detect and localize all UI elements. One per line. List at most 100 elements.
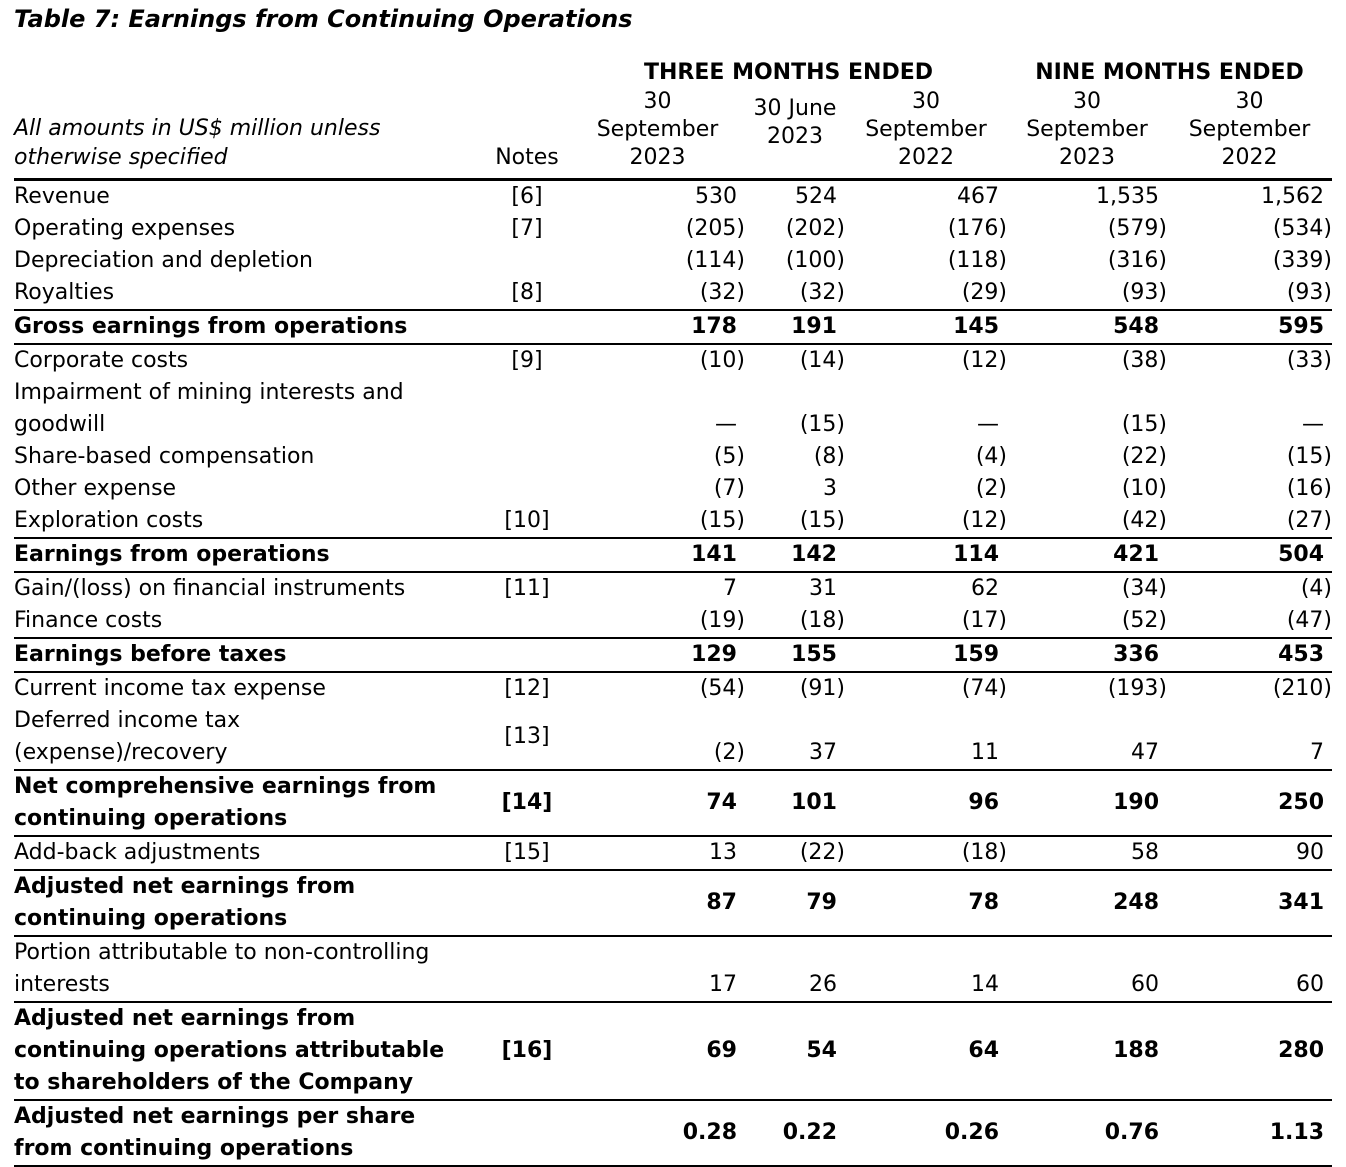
unit-note: All amounts in US$ million unless otherw… — [14, 88, 484, 181]
value: (10) — [699, 348, 745, 373]
value-cell: (29) — [845, 277, 1007, 310]
value: 524 — [795, 184, 837, 209]
row-label: Earnings from operations — [14, 537, 484, 573]
value: 421 — [1113, 542, 1160, 567]
value-cell: 114 — [845, 537, 1008, 573]
value: 504 — [1278, 542, 1325, 567]
value-cell: 96 — [845, 769, 1008, 837]
value-cell: — — [1167, 377, 1332, 441]
value: 74 — [706, 790, 737, 815]
value: 11 — [971, 740, 1000, 765]
value: 145 — [953, 314, 1000, 339]
table-row: Corporate costs [9] (10) (14) (12) (38) (33) — [14, 344, 1332, 377]
value-cell: (193) — [1007, 672, 1167, 705]
table-row: Other expense (7) 3 (2) (10) (16) — [14, 473, 1332, 505]
value: (74) — [961, 676, 1008, 701]
row-note: [7] — [511, 216, 543, 241]
value-cell: (118) — [845, 245, 1007, 277]
value-cell: (19) — [570, 605, 745, 638]
value-cell: 453 — [1167, 637, 1333, 673]
value-cell: (8) — [745, 441, 845, 473]
value-cell: — — [570, 377, 745, 441]
row-note — [484, 605, 570, 638]
three-months-ended-header: THREE MONTHS ENDED — [644, 60, 933, 85]
table-row: Royalties [8] (32) (32) (29) (93) (93) — [14, 277, 1332, 310]
row-label: Adjusted net earnings from continuing op… — [14, 1001, 484, 1101]
value-cell: 60 — [1007, 936, 1167, 1002]
value-cell: (22) — [1007, 441, 1167, 473]
row-note — [484, 245, 570, 277]
row-label: Other expense — [14, 476, 177, 501]
value: (14) — [799, 348, 845, 373]
value-cell: 155 — [745, 637, 845, 673]
table-row: Operating expenses [7] (205) (202) (176) (579… — [14, 213, 1332, 245]
table-row: Earnings before taxes 129 155 159 336 453 — [14, 637, 1333, 673]
value-cell: 62 — [845, 572, 1007, 605]
value-cell: 79 — [745, 869, 845, 937]
value: (10) — [1121, 476, 1168, 501]
row-label: Earnings before taxes — [14, 637, 484, 673]
value: 250 — [1278, 790, 1325, 815]
group-header-row: THREE MONTHS ENDED NINE MONTHS ENDED — [14, 56, 1332, 88]
value-cell: 548 — [1007, 309, 1168, 345]
table-row: Adjusted net earnings from continuing op… — [14, 1001, 1333, 1101]
value: (100) — [785, 248, 845, 273]
table-row: Adjusted net earnings from continuing op… — [14, 869, 1333, 937]
value-cell: 524 — [745, 180, 845, 214]
value-cell: 530 — [570, 180, 745, 214]
value-cell: 13 — [570, 836, 745, 870]
value: (205) — [685, 216, 745, 241]
row-label: Finance costs — [14, 608, 163, 633]
value-cell: (205) — [570, 213, 745, 245]
value: (316) — [1107, 248, 1168, 273]
value-cell: (12) — [845, 505, 1007, 538]
value-cell: 78 — [845, 869, 1008, 937]
value: 79 — [806, 890, 837, 915]
value: 114 — [953, 542, 1000, 567]
value: 60 — [1296, 972, 1325, 997]
value: (33) — [1286, 348, 1333, 373]
row-label: Gross earnings from operations — [14, 309, 484, 345]
nine-months-ended-header: NINE MONTHS ENDED — [1035, 60, 1304, 85]
value-cell: (17) — [845, 605, 1007, 638]
value-cell: 142 — [745, 537, 845, 573]
table-body: Revenue [6] 530 524 467 1,535 1,562 Operating e… — [14, 180, 1333, 1167]
value-cell: 0.28 — [570, 1099, 745, 1167]
value: 3 — [823, 476, 837, 501]
row-note: [14] — [484, 769, 570, 837]
value-cell: (54) — [570, 672, 745, 705]
value: (34) — [1121, 576, 1168, 601]
value-cell: (18) — [745, 605, 845, 638]
row-label: Adjusted net earnings per share from con… — [14, 1099, 484, 1167]
value: 90 — [1296, 840, 1325, 865]
row-label: Impairment of mining interests and goodw… — [14, 380, 404, 437]
column-header-jun-2023: 30 June 2023 — [745, 88, 845, 181]
value-cell: 90 — [1167, 836, 1332, 870]
value-cell: 336 — [1007, 637, 1168, 673]
value: 336 — [1113, 642, 1160, 667]
value: (93) — [1286, 280, 1333, 305]
value-cell: (91) — [745, 672, 845, 705]
value-cell: 248 — [1007, 869, 1168, 937]
value: 87 — [706, 890, 737, 915]
value: (7) — [713, 476, 745, 501]
row-note: [11] — [504, 576, 550, 601]
value-cell: 3 — [745, 473, 845, 505]
row-note — [484, 473, 570, 505]
value: (22) — [1121, 444, 1168, 469]
value: 280 — [1278, 1038, 1325, 1063]
value-cell: 11 — [845, 705, 1007, 770]
value: (18) — [799, 608, 845, 633]
value: — — [977, 412, 1000, 437]
value: 548 — [1113, 314, 1160, 339]
value: (4) — [975, 444, 1008, 469]
value: 64 — [968, 1038, 1000, 1063]
row-note: [8] — [511, 280, 543, 305]
row-note — [484, 441, 570, 473]
value-cell: (74) — [845, 672, 1007, 705]
value-cell: (7) — [570, 473, 745, 505]
value-cell: (5) — [570, 441, 745, 473]
value-cell: (10) — [1007, 473, 1167, 505]
value-cell: 341 — [1167, 869, 1333, 937]
value: 0.28 — [682, 1120, 737, 1145]
